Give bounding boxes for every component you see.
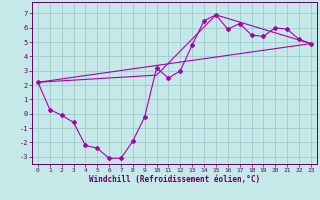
X-axis label: Windchill (Refroidissement éolien,°C): Windchill (Refroidissement éolien,°C) — [89, 175, 260, 184]
